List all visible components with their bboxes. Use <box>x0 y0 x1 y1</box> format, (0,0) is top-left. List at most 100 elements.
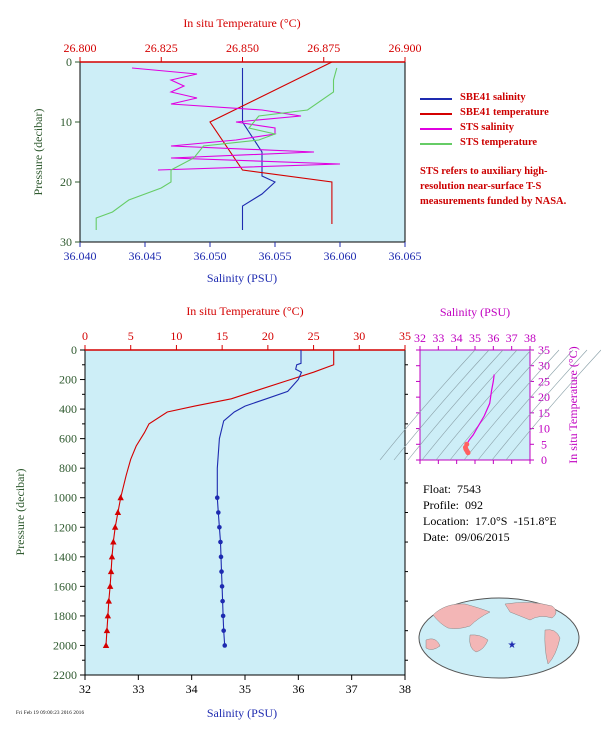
footer-timestamp: Fri Feb 19 09:00:23 2016 2016 <box>16 711 85 716</box>
sal-tick-label: 36.045 <box>129 249 162 263</box>
temp-tick-label: 26.900 <box>389 41 422 55</box>
temp-tick-label: 15 <box>216 329 228 343</box>
top-temp-axis-title: In situ Temperature (°C) <box>183 16 300 30</box>
sal-tick-label: 33 <box>132 682 144 696</box>
sal-tick-label: 36 <box>292 682 304 696</box>
temp-tick-label: 30 <box>353 329 365 343</box>
top-axes: 36.040 36.045 36.050 36.055 36.060 36.065 26.8… <box>60 41 422 263</box>
pressure-tick-label: 200 <box>59 373 77 387</box>
temp-tick-label: 10 <box>170 329 182 343</box>
ts-deep-marker <box>465 450 471 456</box>
density-contour <box>505 349 601 461</box>
salinity-marker <box>222 643 228 648</box>
float-location-marker: ★ <box>508 640 517 651</box>
temperature-marker <box>108 553 116 560</box>
pressure-tick-label: 10 <box>60 115 72 129</box>
temperature-marker <box>107 568 115 575</box>
salinity-marker <box>219 584 225 589</box>
pressure-tick-label: 2200 <box>53 668 77 682</box>
temperature-marker <box>117 494 124 501</box>
ts-temp-tick-label: 15 <box>538 406 550 420</box>
sal-tick-label: 36.050 <box>194 249 227 263</box>
pressure-tick-label: 1600 <box>53 579 77 593</box>
sal-tick-label: 36.065 <box>389 249 422 263</box>
location: Location: 17.0°S -151.8°E <box>423 514 557 528</box>
map-land-north-america <box>504 602 557 621</box>
temp-tick-label: 20 <box>262 329 274 343</box>
series-line <box>241 68 276 230</box>
salinity-marker <box>220 613 226 619</box>
pressure-tick-label: 0 <box>71 343 77 357</box>
legend-swatch <box>420 113 452 115</box>
pressure-tick-label: 600 <box>59 432 77 446</box>
legend-swatch <box>420 128 452 130</box>
salinity-profile-line <box>216 350 303 646</box>
sal-tick-label: 35 <box>239 682 251 696</box>
map-land-africa <box>425 638 441 650</box>
temperature-marker <box>114 509 122 515</box>
ts-temp-tick-label: 35 <box>538 343 550 357</box>
temperature-marker <box>105 597 112 604</box>
density-contour <box>435 349 532 461</box>
ts-sal-tick-label: 32 <box>414 331 426 345</box>
temp-tick-label: 5 <box>128 329 134 343</box>
temperature-marker <box>106 582 114 589</box>
ts-sal-axis-title: Salinity (PSU) <box>440 305 510 319</box>
legend-label: STS temperature <box>460 137 538 148</box>
legend-label: SBE41 salinity <box>460 92 526 103</box>
ts-plot-area <box>419 349 531 461</box>
ts-temp-axis-title: In situ Temperature (°C) <box>566 346 580 463</box>
top-lines <box>95 61 341 230</box>
temp-tick-label: 26.800 <box>64 41 97 55</box>
profile-number: Profile: 092 <box>423 498 483 512</box>
temp-tick-label: 0 <box>82 329 88 343</box>
temperature-marker <box>104 612 112 619</box>
series-line <box>131 67 341 171</box>
temp-tick-label: 35 <box>399 329 411 343</box>
sal-tick-label: 38 <box>399 682 411 696</box>
density-contour <box>421 349 518 461</box>
pressure-tick-label: 2000 <box>53 638 77 652</box>
bottom-temp-axis-title: In situ Temperature (°C) <box>186 304 303 318</box>
bottom-lines <box>102 350 335 648</box>
sal-tick-label: 36.040 <box>64 249 97 263</box>
salinity-marker <box>216 510 221 515</box>
sal-tick-label: 32 <box>79 682 91 696</box>
temp-tick-label: 26.875 <box>307 41 340 55</box>
temperature-marker <box>102 641 110 648</box>
map-land-australia <box>469 634 489 653</box>
density-contour <box>463 349 560 461</box>
pressure-tick-label: 1200 <box>53 520 77 534</box>
map-land-asia <box>432 603 491 629</box>
salinity-marker <box>218 554 224 560</box>
temperature-marker <box>110 538 117 545</box>
ts-lines <box>462 374 495 456</box>
temp-tick-label: 25 <box>308 329 320 343</box>
pressure-tick-label: 0 <box>66 55 72 69</box>
ts-temp-tick-label: 25 <box>538 374 550 388</box>
pressure-tick-label: 800 <box>59 461 77 475</box>
ts-sal-tick-label: 33 <box>432 331 444 345</box>
ts-sal-tick-label: 34 <box>451 331 463 345</box>
salinity-marker <box>217 524 222 530</box>
bottom-sal-axis-title: Salinity (PSU) <box>207 706 277 720</box>
sal-tick-label: 34 <box>186 682 198 696</box>
temperature-marker <box>111 523 119 530</box>
bottom-pressure-axis-title: Pressure (decibar) <box>13 469 27 556</box>
temperature-marker <box>103 627 111 634</box>
salinity-marker <box>219 569 224 574</box>
temp-tick-label: 26.825 <box>145 41 178 55</box>
temp-tick-label: 26.850 <box>226 41 259 55</box>
ts-temp-tick-label: 0 <box>541 453 547 467</box>
ts-sal-tick-label: 37 <box>506 331 518 345</box>
pressure-tick-label: 1800 <box>53 609 77 623</box>
map-land-south-america <box>544 629 561 665</box>
ts-sal-tick-label: 36 <box>487 331 499 345</box>
density-contour <box>477 349 574 461</box>
pressure-tick-label: 20 <box>60 175 72 189</box>
sal-tick-label: 36.060 <box>324 249 357 263</box>
salinity-marker <box>218 539 223 545</box>
